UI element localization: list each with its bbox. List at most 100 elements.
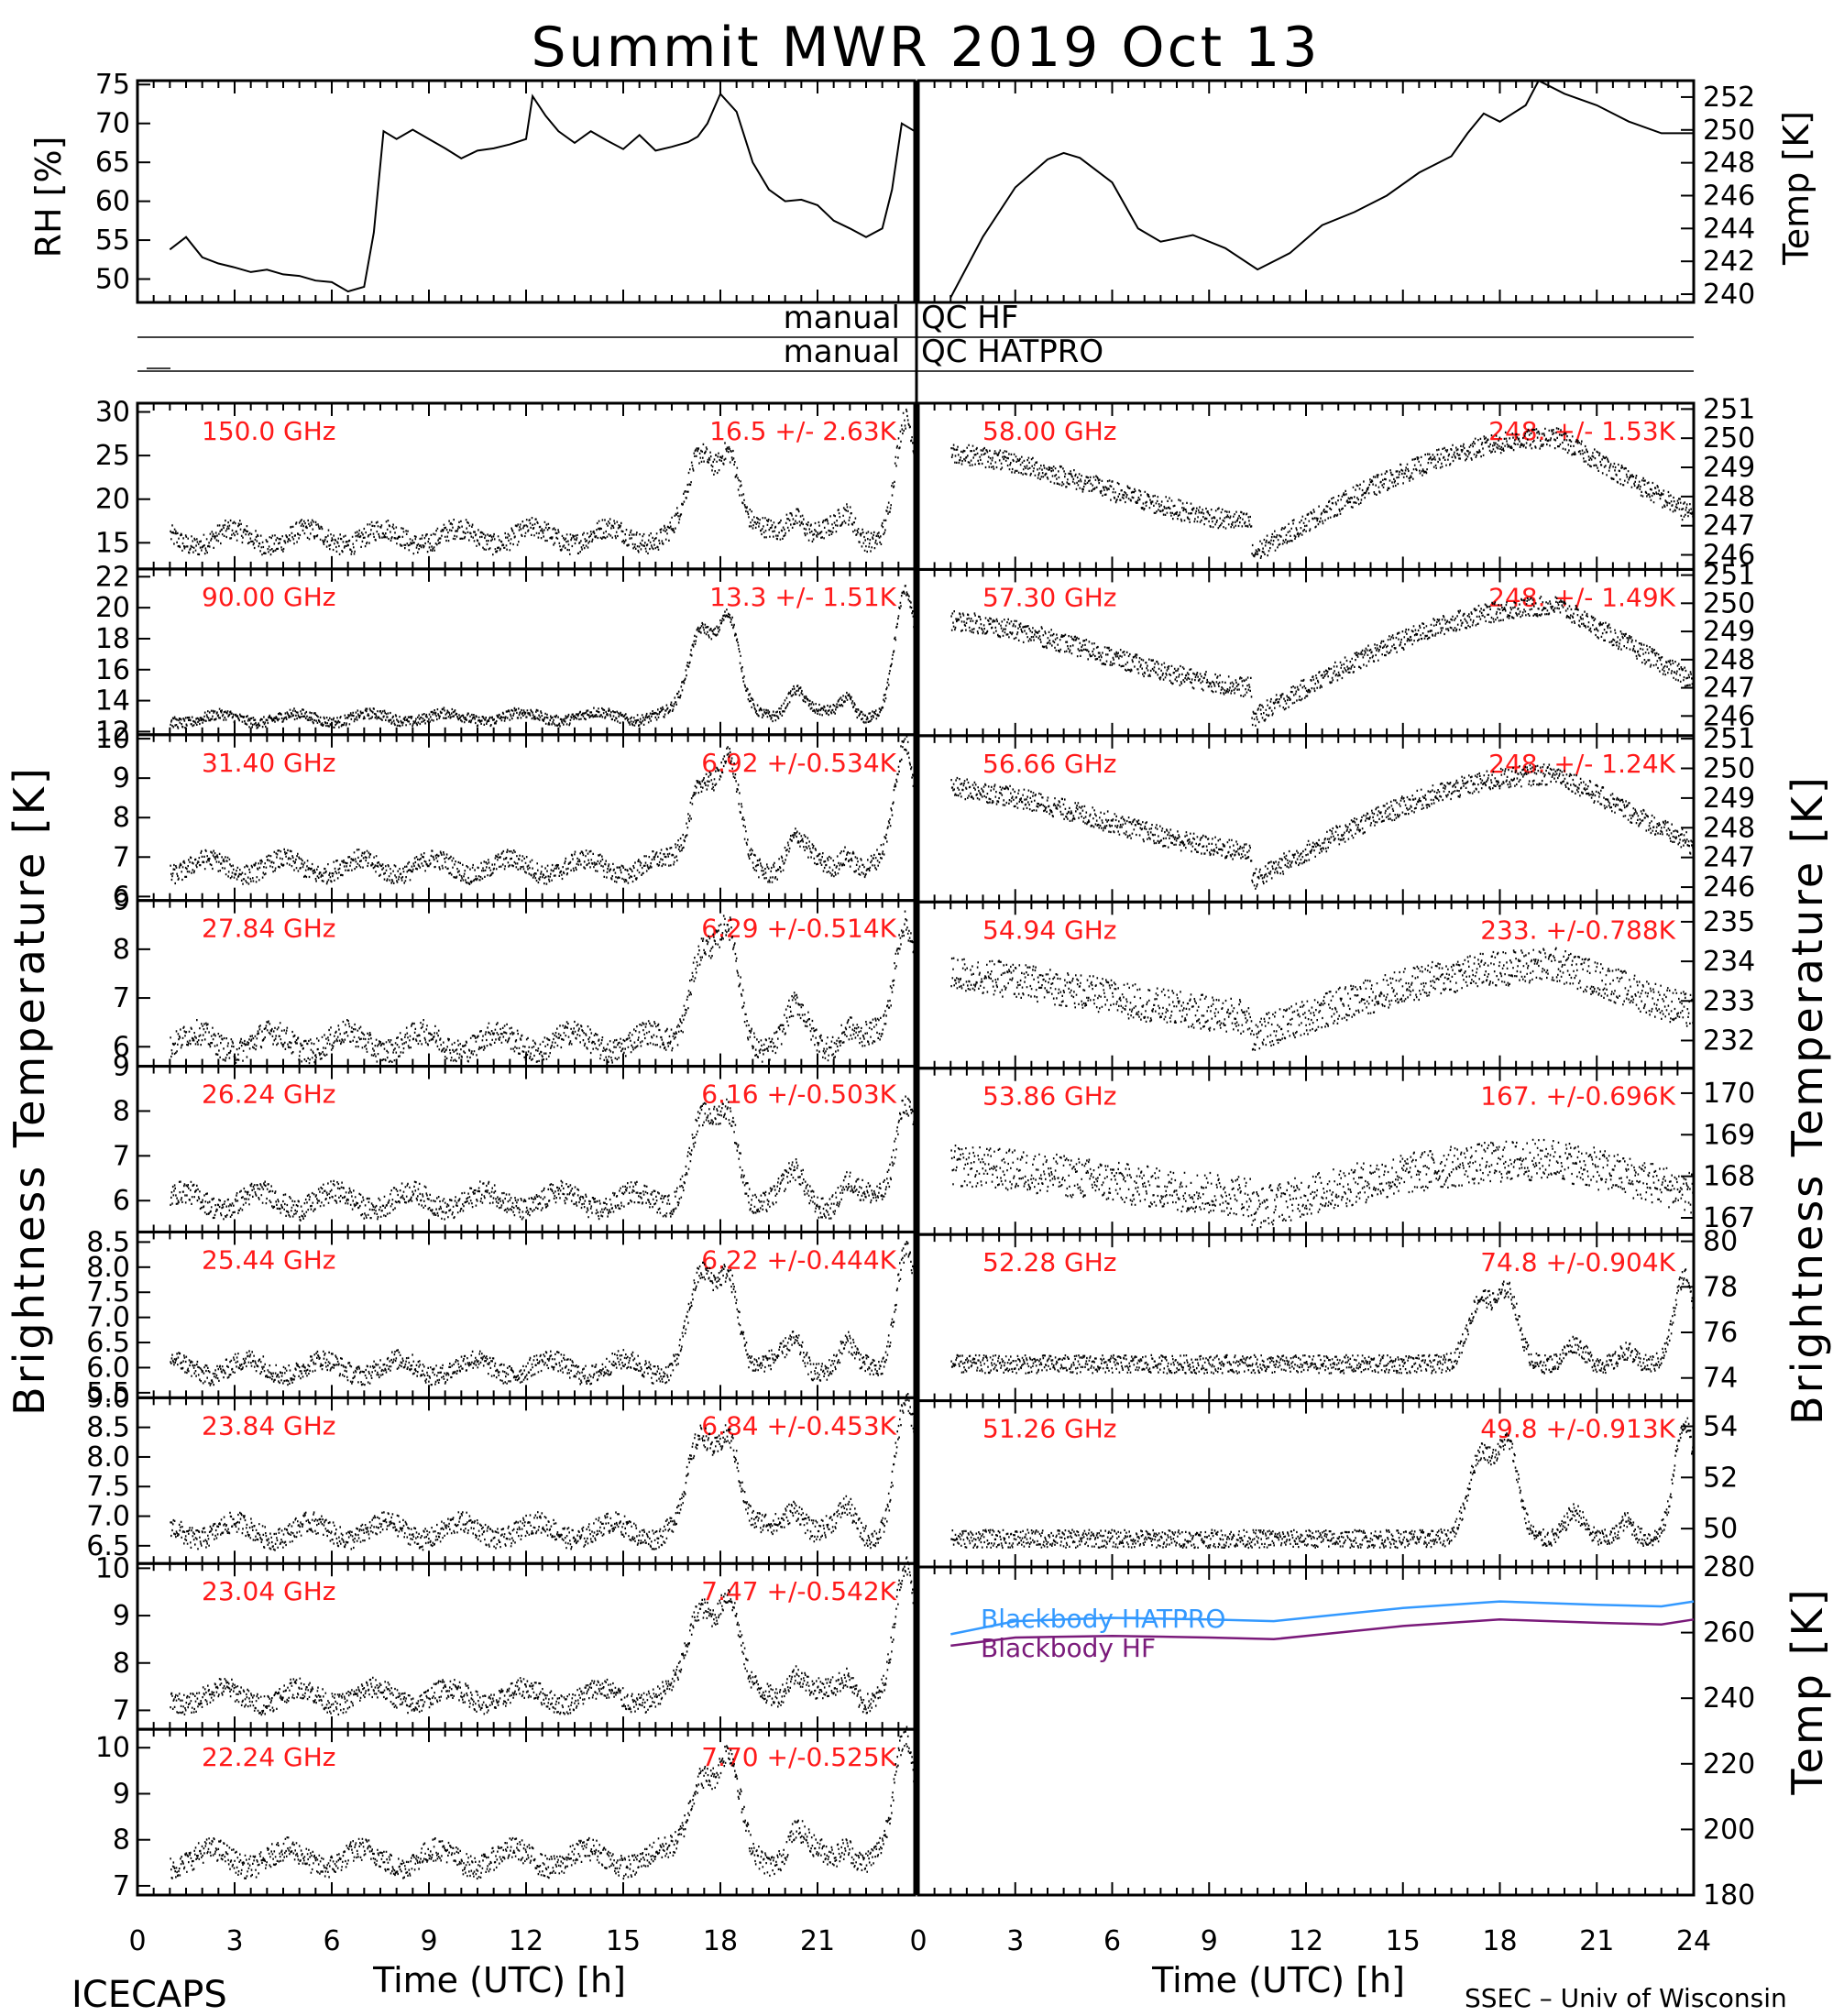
- y-tick-label: 220: [1703, 1748, 1755, 1780]
- stats-label: 6.29 +/-0.514K: [701, 914, 896, 944]
- tb-series-dots: [170, 1726, 916, 1880]
- panel-left-5: 5.56.06.57.07.58.08.5 25.44 GHz 6.22 +/-0.…: [86, 1226, 916, 1409]
- temp-axis-label: Temp [K]: [1776, 111, 1817, 266]
- y-tick-label: 251: [1703, 560, 1755, 592]
- stats-label: 13.3 +/- 1.51K: [709, 582, 896, 612]
- panel-left-3: 6 7 8 9 27.84 GHz 6.29 +/-0.514K: [113, 885, 916, 1068]
- y-tick-label: 248: [1703, 812, 1755, 844]
- frequency-label: 54.94 GHz: [982, 915, 1117, 945]
- y-tick-label: 74: [1703, 1363, 1738, 1395]
- x-tick-label-right: 9: [1201, 1925, 1218, 1957]
- y-tick-label: 7: [113, 1140, 130, 1172]
- y-tick-label: 7: [113, 1870, 130, 1902]
- y-tick-label: 7.0: [86, 1302, 130, 1334]
- y-tick-label: 248: [1703, 148, 1755, 180]
- tb-series-dots: [170, 1556, 916, 1716]
- frequency-label: 31.40 GHz: [202, 748, 336, 778]
- y-tick-label: 6.5: [86, 1327, 130, 1359]
- tb-series-dots: [950, 947, 1696, 1051]
- x-axis-label-left: Time (UTC) [h]: [372, 1960, 626, 2000]
- y-tick-label: 8: [113, 1648, 130, 1680]
- y-tick-label: 20: [95, 592, 130, 624]
- y-tick-label: 167: [1703, 1202, 1755, 1234]
- y-tick-label: 6: [113, 1031, 130, 1063]
- y-tick-label: 8: [113, 1095, 130, 1127]
- x-tick-label-left: 0: [128, 1925, 146, 1957]
- y-tick-label: 7: [113, 841, 130, 873]
- y-tick-label: 8.0: [86, 1441, 130, 1474]
- y-tick-label: 250: [1703, 587, 1755, 619]
- y-tick-label: 7.0: [86, 1501, 130, 1533]
- y-tick-label: 248: [1703, 644, 1755, 676]
- y-tick-label: 8.0: [86, 1252, 130, 1284]
- panel-blackbody: 180 200 220 240 260 280 Blackbody HATPROBlackb…: [916, 1551, 1755, 1912]
- y-tick-label: 6.5: [86, 1530, 130, 1562]
- stats-label: 6.84 +/-0.453K: [701, 1410, 896, 1441]
- y-tick-label: 8.5: [86, 1226, 130, 1258]
- tb-series-dots: [170, 1393, 916, 1551]
- x-tick-label-left: 3: [225, 1925, 243, 1957]
- y-tick-label: 10: [95, 1732, 130, 1764]
- y-tick-label: 247: [1703, 842, 1755, 874]
- panel-left-0: 15 20 25 30 150.0 GHz 16.5 +/- 2.63K: [95, 397, 916, 571]
- blackbody-legend: Blackbody HATPRO: [981, 1604, 1225, 1634]
- panel-frame: [916, 79, 1696, 304]
- frequency-label: 22.24 GHz: [202, 1742, 336, 1772]
- blackbody-line: [950, 1618, 1695, 1648]
- frequency-label: 56.66 GHz: [982, 749, 1117, 779]
- y-tick-label: 280: [1703, 1551, 1755, 1583]
- y-tick-label: 246: [1703, 180, 1755, 212]
- panel-left-7: 7 8 9 10 23.04 GHz 7.47 +/-0.542K: [95, 1552, 916, 1731]
- y-tick-label: 180: [1703, 1879, 1755, 1912]
- tb-series-dots: [950, 1138, 1696, 1229]
- blackbody-legend: Blackbody HF: [981, 1633, 1156, 1663]
- panel-left-4: 6 7 8 9 26.24 GHz 6.16 +/-0.503K: [113, 1051, 916, 1233]
- y-tick-label: 235: [1703, 906, 1755, 938]
- tb-series-dots: [170, 1241, 916, 1386]
- qc-hf-label: QC HF: [921, 300, 1018, 336]
- y-tick-label: 8: [113, 802, 130, 834]
- y-tick-label: 233: [1703, 985, 1755, 1017]
- frequency-label: 27.84 GHz: [202, 914, 336, 944]
- panel-rh: 50 55 60 65 70 75: [95, 69, 916, 304]
- x-tick-label-right: 0: [909, 1925, 927, 1957]
- panel-right-3: 232 233 234 235 54.94 GHz 233. +/-0.788K: [916, 900, 1755, 1070]
- y-tick-label: 251: [1703, 723, 1755, 755]
- x-tick-label-left: 15: [606, 1925, 641, 1957]
- x-tick-label-right: 3: [1006, 1925, 1024, 1957]
- y-tick-label: 55: [95, 225, 130, 257]
- y-tick-label: 242: [1703, 246, 1755, 278]
- icecaps-label: ICECAPS: [71, 1974, 227, 2016]
- y-tick-label: 50: [1703, 1513, 1738, 1545]
- stats-label: 74.8 +/-0.904K: [1480, 1247, 1675, 1277]
- panel-right-6: 50 52 54 51.26 GHz 49.8 +/-0.913K: [916, 1399, 1738, 1569]
- y-tick-label: 80: [1703, 1226, 1738, 1258]
- y-tick-label: 168: [1703, 1161, 1755, 1193]
- y-tick-label: 252: [1703, 82, 1755, 114]
- tb-series-dots: [950, 596, 1696, 727]
- y-tick-label: 8: [113, 934, 130, 966]
- frequency-label: 51.26 GHz: [982, 1414, 1117, 1444]
- tb-series-dots: [170, 1095, 916, 1222]
- y-tick-label: 247: [1703, 510, 1755, 542]
- y-tick-label: 251: [1703, 393, 1755, 425]
- y-tick-label: 75: [95, 69, 130, 101]
- y-tick-label: 7: [113, 1694, 130, 1726]
- stats-label: 16.5 +/- 2.63K: [709, 416, 896, 446]
- y-tick-label: 16: [95, 654, 130, 686]
- y-tick-label: 260: [1703, 1617, 1755, 1649]
- y-tick-label: 14: [95, 685, 130, 718]
- y-tick-label: 200: [1703, 1813, 1755, 1846]
- blackbody-line: [950, 1600, 1695, 1636]
- tb-series-dots: [170, 735, 916, 885]
- y-tick-label: 18: [95, 623, 130, 655]
- tb-series-dots: [950, 1268, 1696, 1375]
- y-tick-label: 8: [113, 1824, 130, 1857]
- chart-title: Summit MWR 2019 Oct 13: [531, 16, 1320, 80]
- y-tick-label: 22: [95, 561, 130, 593]
- y-tick-label: 249: [1703, 452, 1755, 484]
- y-tick-label: 25: [95, 440, 130, 472]
